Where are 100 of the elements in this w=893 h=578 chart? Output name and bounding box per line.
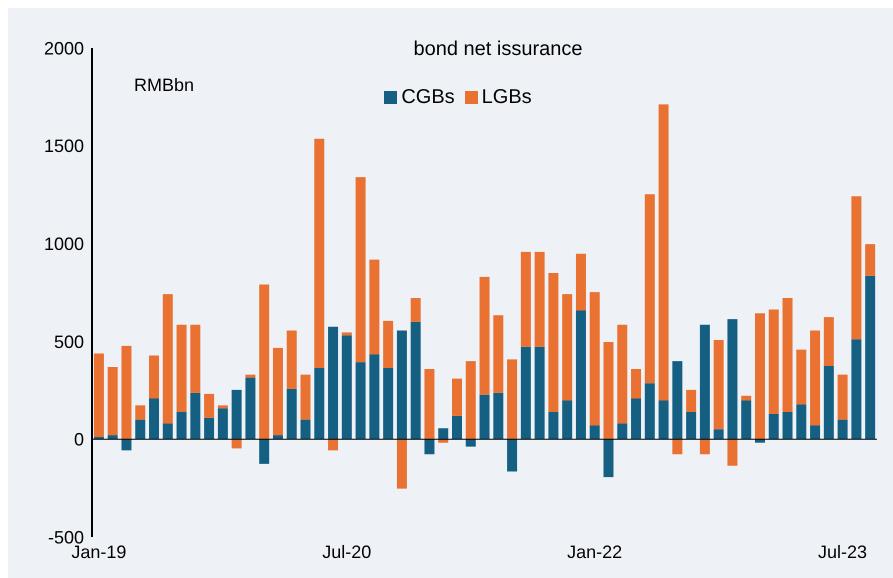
bar xyxy=(272,348,283,436)
bar xyxy=(466,439,476,447)
bar xyxy=(796,404,806,440)
bar xyxy=(851,339,862,440)
bar xyxy=(328,439,338,450)
bar xyxy=(108,367,118,436)
bar xyxy=(754,313,765,440)
bar xyxy=(727,439,738,466)
bar xyxy=(534,346,545,440)
bar xyxy=(727,319,738,440)
bar xyxy=(259,439,270,464)
bar xyxy=(838,420,848,440)
bar xyxy=(314,138,324,368)
bar xyxy=(438,428,448,440)
bar xyxy=(245,378,256,440)
bar xyxy=(162,294,173,424)
bar xyxy=(424,439,434,454)
bar xyxy=(176,324,187,412)
bar xyxy=(810,426,820,440)
bar xyxy=(700,439,710,454)
bar xyxy=(507,439,518,472)
bar xyxy=(617,324,628,424)
bar xyxy=(121,346,132,440)
bar xyxy=(232,390,242,440)
bar xyxy=(768,310,779,414)
bar xyxy=(396,330,407,440)
bar xyxy=(686,412,696,440)
bar xyxy=(410,298,421,322)
bar xyxy=(576,310,586,440)
bar xyxy=(824,317,834,366)
bar xyxy=(218,408,228,440)
bar xyxy=(658,400,669,440)
y-tick-label: 500 xyxy=(54,332,84,352)
bar xyxy=(369,260,380,355)
bar xyxy=(824,366,834,440)
bar xyxy=(548,272,558,412)
bar xyxy=(838,374,848,420)
bar xyxy=(121,439,132,450)
bar xyxy=(590,426,600,440)
bar xyxy=(149,355,160,399)
bar xyxy=(686,390,696,412)
bar xyxy=(851,196,862,340)
bar xyxy=(644,194,655,384)
y-tick-label: 0 xyxy=(74,430,84,450)
bar xyxy=(782,412,793,440)
bar xyxy=(452,416,462,440)
bar xyxy=(356,177,366,362)
bar xyxy=(286,330,297,389)
bar xyxy=(480,276,490,395)
bar xyxy=(617,424,628,440)
y-tick-label: 2000 xyxy=(44,38,84,58)
bar xyxy=(480,394,490,440)
bar xyxy=(342,332,352,336)
bar xyxy=(135,405,146,420)
bar xyxy=(714,429,724,440)
y-tick-label: 1000 xyxy=(44,234,84,254)
bar xyxy=(466,361,476,440)
bar xyxy=(245,374,256,378)
bar xyxy=(176,412,187,440)
bar xyxy=(190,392,200,440)
bar xyxy=(644,383,655,440)
bar xyxy=(232,439,242,448)
bar xyxy=(590,292,600,426)
x-tick-label: Jul-23 xyxy=(818,542,868,562)
bar xyxy=(700,324,710,440)
bar xyxy=(562,294,572,400)
bar xyxy=(534,252,545,347)
bar xyxy=(452,378,462,416)
bar xyxy=(562,400,572,440)
bar xyxy=(424,368,434,440)
bar xyxy=(286,388,297,440)
bar xyxy=(314,368,324,440)
bar xyxy=(383,320,394,368)
bar xyxy=(507,359,518,440)
bar xyxy=(865,276,876,440)
bar xyxy=(658,104,669,400)
bar xyxy=(204,418,214,440)
bar xyxy=(259,284,270,440)
bar xyxy=(396,439,407,489)
bar xyxy=(383,368,394,440)
bar xyxy=(190,324,200,393)
bar xyxy=(204,394,214,418)
bar xyxy=(218,405,228,408)
y-axis-title: RMBbn xyxy=(134,75,194,96)
bar xyxy=(576,254,586,310)
bar xyxy=(520,346,531,440)
x-tick-label: Jan-22 xyxy=(567,542,622,562)
bar xyxy=(714,340,724,430)
bar xyxy=(369,354,380,440)
chart-title: bond net issurance xyxy=(412,38,584,61)
bar xyxy=(493,315,504,393)
bar xyxy=(672,439,682,454)
bar xyxy=(631,368,642,399)
bar xyxy=(631,398,642,440)
y-tick-label: 1500 xyxy=(44,136,84,156)
bar xyxy=(493,392,504,440)
bar xyxy=(94,354,104,438)
bar xyxy=(865,244,876,276)
bar xyxy=(162,424,173,440)
bar xyxy=(741,396,752,400)
